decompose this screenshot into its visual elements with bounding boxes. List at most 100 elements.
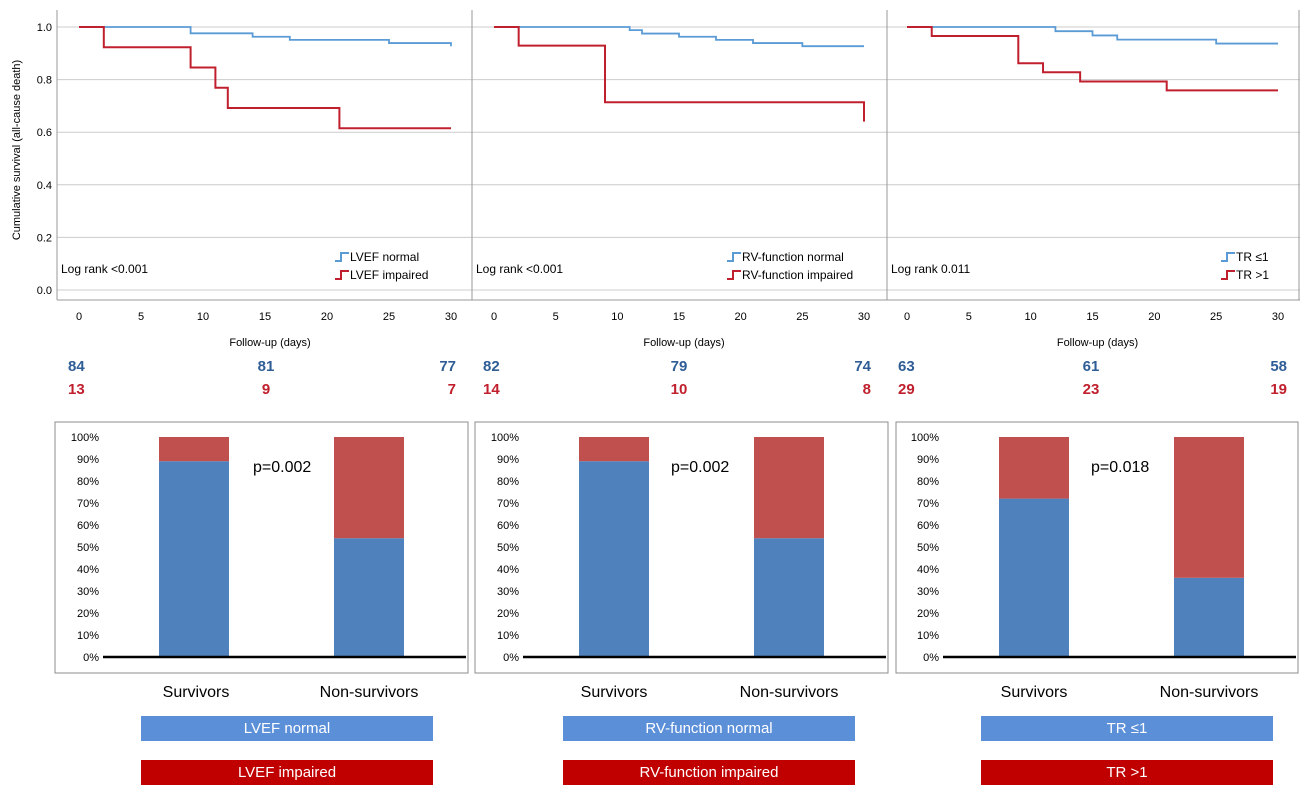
p-value-label: p=0.018 bbox=[1091, 459, 1149, 476]
legend-box-normal: RV-function normal bbox=[563, 716, 855, 741]
y-tick-label: 1.0 bbox=[37, 22, 52, 34]
y-tick-label: 30% bbox=[917, 586, 939, 598]
y-tick-label: 40% bbox=[917, 564, 939, 576]
at-risk-normal-15: 61 bbox=[1082, 358, 1100, 375]
legend-swatch bbox=[1221, 270, 1235, 280]
x-tick-label: 20 bbox=[735, 311, 747, 323]
at-risk-normal-30: 74 bbox=[854, 358, 871, 375]
log-rank-label: Log rank <0.001 bbox=[476, 262, 563, 276]
x-tick-label: 10 bbox=[1025, 311, 1037, 323]
y-tick-label: 0.8 bbox=[37, 75, 52, 87]
x-tick-label: 30 bbox=[1272, 311, 1284, 323]
y-tick-label: 100% bbox=[71, 432, 99, 444]
x-tick-label: 15 bbox=[259, 311, 271, 323]
x-tick-label: 15 bbox=[673, 311, 685, 323]
bar-segment-impaired bbox=[1174, 437, 1244, 578]
x-tick-label: 10 bbox=[197, 311, 209, 323]
y-tick-label: 30% bbox=[497, 586, 519, 598]
bar-segment-impaired bbox=[754, 437, 824, 539]
y-tick-label: 80% bbox=[497, 476, 519, 488]
y-tick-label: 80% bbox=[77, 476, 99, 488]
x-tick-label: 25 bbox=[1210, 311, 1222, 323]
at-risk-normal-30: 58 bbox=[1270, 358, 1287, 375]
y-tick-label: 100% bbox=[911, 432, 939, 444]
y-tick-label: 40% bbox=[77, 564, 99, 576]
km-survival-charts: Cumulative survival (all-cause death) 0.0… bbox=[11, 10, 1300, 349]
bar-segment-normal bbox=[754, 538, 824, 657]
km-panel-2: 0 5 10 15 20 25 30 Follow-up (days) Log rank <0.… bbox=[471, 10, 887, 349]
y-tick-label: 50% bbox=[77, 542, 99, 554]
x-tick-label: 25 bbox=[796, 311, 808, 323]
y-tick-label: 10% bbox=[917, 630, 939, 642]
at-risk-normal-0: 84 bbox=[68, 358, 85, 375]
log-rank-label: Log rank 0.011 bbox=[891, 262, 970, 276]
x-tick-label: 5 bbox=[553, 311, 559, 323]
y-tick-label: 60% bbox=[917, 520, 939, 532]
bar-segment-normal bbox=[999, 498, 1069, 657]
x-tick-label: 20 bbox=[1148, 311, 1160, 323]
y-tick-label: 70% bbox=[497, 498, 519, 510]
legend-label: TR ≤1 bbox=[1236, 250, 1269, 264]
at-risk-normal-15: 79 bbox=[670, 358, 688, 375]
category-label: Non-survivors bbox=[740, 684, 839, 701]
category-label: Survivors bbox=[163, 684, 230, 701]
bar-panel-2: 0% 10% 20% 30% 40% 50% 60% 70% 80% 90% 100% Survivo… bbox=[474, 421, 889, 701]
p-value-label: p=0.002 bbox=[671, 459, 729, 476]
y-tick-label: 20% bbox=[497, 608, 519, 620]
y-tick-label: 0.0 bbox=[37, 285, 52, 297]
y-tick-label: 30% bbox=[77, 586, 99, 598]
category-label: Non-survivors bbox=[320, 684, 419, 701]
y-tick-label: 0.2 bbox=[37, 232, 52, 244]
y-tick-label: 0% bbox=[923, 652, 939, 664]
km-curve-normal bbox=[494, 26, 864, 48]
bar-segment-impaired bbox=[999, 437, 1069, 499]
y-tick-label: 10% bbox=[497, 630, 519, 642]
x-tick-label: 30 bbox=[445, 311, 457, 323]
p-value-label: p=0.002 bbox=[253, 459, 311, 476]
legend-box-impaired: LVEF impaired bbox=[141, 760, 433, 785]
bar-segment-normal bbox=[159, 461, 229, 657]
y-tick-label: 90% bbox=[77, 454, 99, 466]
category-label: Non-survivors bbox=[1160, 684, 1259, 701]
legend-label: RV-function normal bbox=[742, 250, 844, 264]
x-tick-label: 20 bbox=[321, 311, 333, 323]
legend-box-impaired: TR >1 bbox=[981, 760, 1273, 785]
legend-swatch bbox=[335, 270, 349, 280]
y-tick-label: 70% bbox=[77, 498, 99, 510]
category-label: Survivors bbox=[1001, 684, 1068, 701]
legend-label: TR >1 bbox=[1236, 268, 1269, 282]
y-tick-label: 60% bbox=[497, 520, 519, 532]
at-risk-normal-30: 77 bbox=[439, 358, 456, 375]
y-tick-label: 60% bbox=[77, 520, 99, 532]
km-curve-normal bbox=[79, 26, 452, 47]
y-tick-label: 70% bbox=[917, 498, 939, 510]
x-tick-label: 0 bbox=[76, 311, 82, 323]
bar-segment-normal bbox=[334, 538, 404, 657]
bar-segment-impaired bbox=[334, 437, 404, 539]
km-curve-impaired bbox=[494, 26, 865, 122]
y-tick-label: 50% bbox=[917, 542, 939, 554]
y-tick-label: 50% bbox=[497, 542, 519, 554]
legend-box-normal: LVEF normal bbox=[141, 716, 433, 741]
at-risk-impaired-0: 13 bbox=[68, 381, 85, 398]
at-risk-normal-0: 82 bbox=[483, 358, 500, 375]
legend-swatch bbox=[335, 252, 349, 262]
y-tick-label: 90% bbox=[917, 454, 939, 466]
at-risk-impaired-15: 9 bbox=[261, 381, 271, 398]
bar-segment-impaired bbox=[579, 437, 649, 462]
at-risk-impaired-0: 14 bbox=[483, 381, 500, 398]
y-tick-label: 0% bbox=[83, 652, 99, 664]
legend-swatch bbox=[727, 252, 741, 262]
bar-panel-3: 0% 10% 20% 30% 40% 50% 60% 70% 80% 90% 100% Survivo… bbox=[895, 421, 1299, 701]
x-axis-title: Follow-up (days) bbox=[643, 337, 724, 349]
x-tick-label: 5 bbox=[138, 311, 144, 323]
legend-swatch bbox=[1221, 252, 1235, 262]
km-curve-normal bbox=[907, 26, 1278, 45]
x-axis-title: Follow-up (days) bbox=[229, 337, 310, 349]
log-rank-label: Log rank <0.001 bbox=[61, 262, 148, 276]
at-risk-normal-0: 63 bbox=[898, 358, 915, 375]
y-tick-label: 10% bbox=[77, 630, 99, 642]
x-tick-label: 30 bbox=[858, 311, 870, 323]
bar-segment-normal bbox=[1174, 577, 1244, 657]
at-risk-impaired-30: 7 bbox=[447, 381, 456, 398]
